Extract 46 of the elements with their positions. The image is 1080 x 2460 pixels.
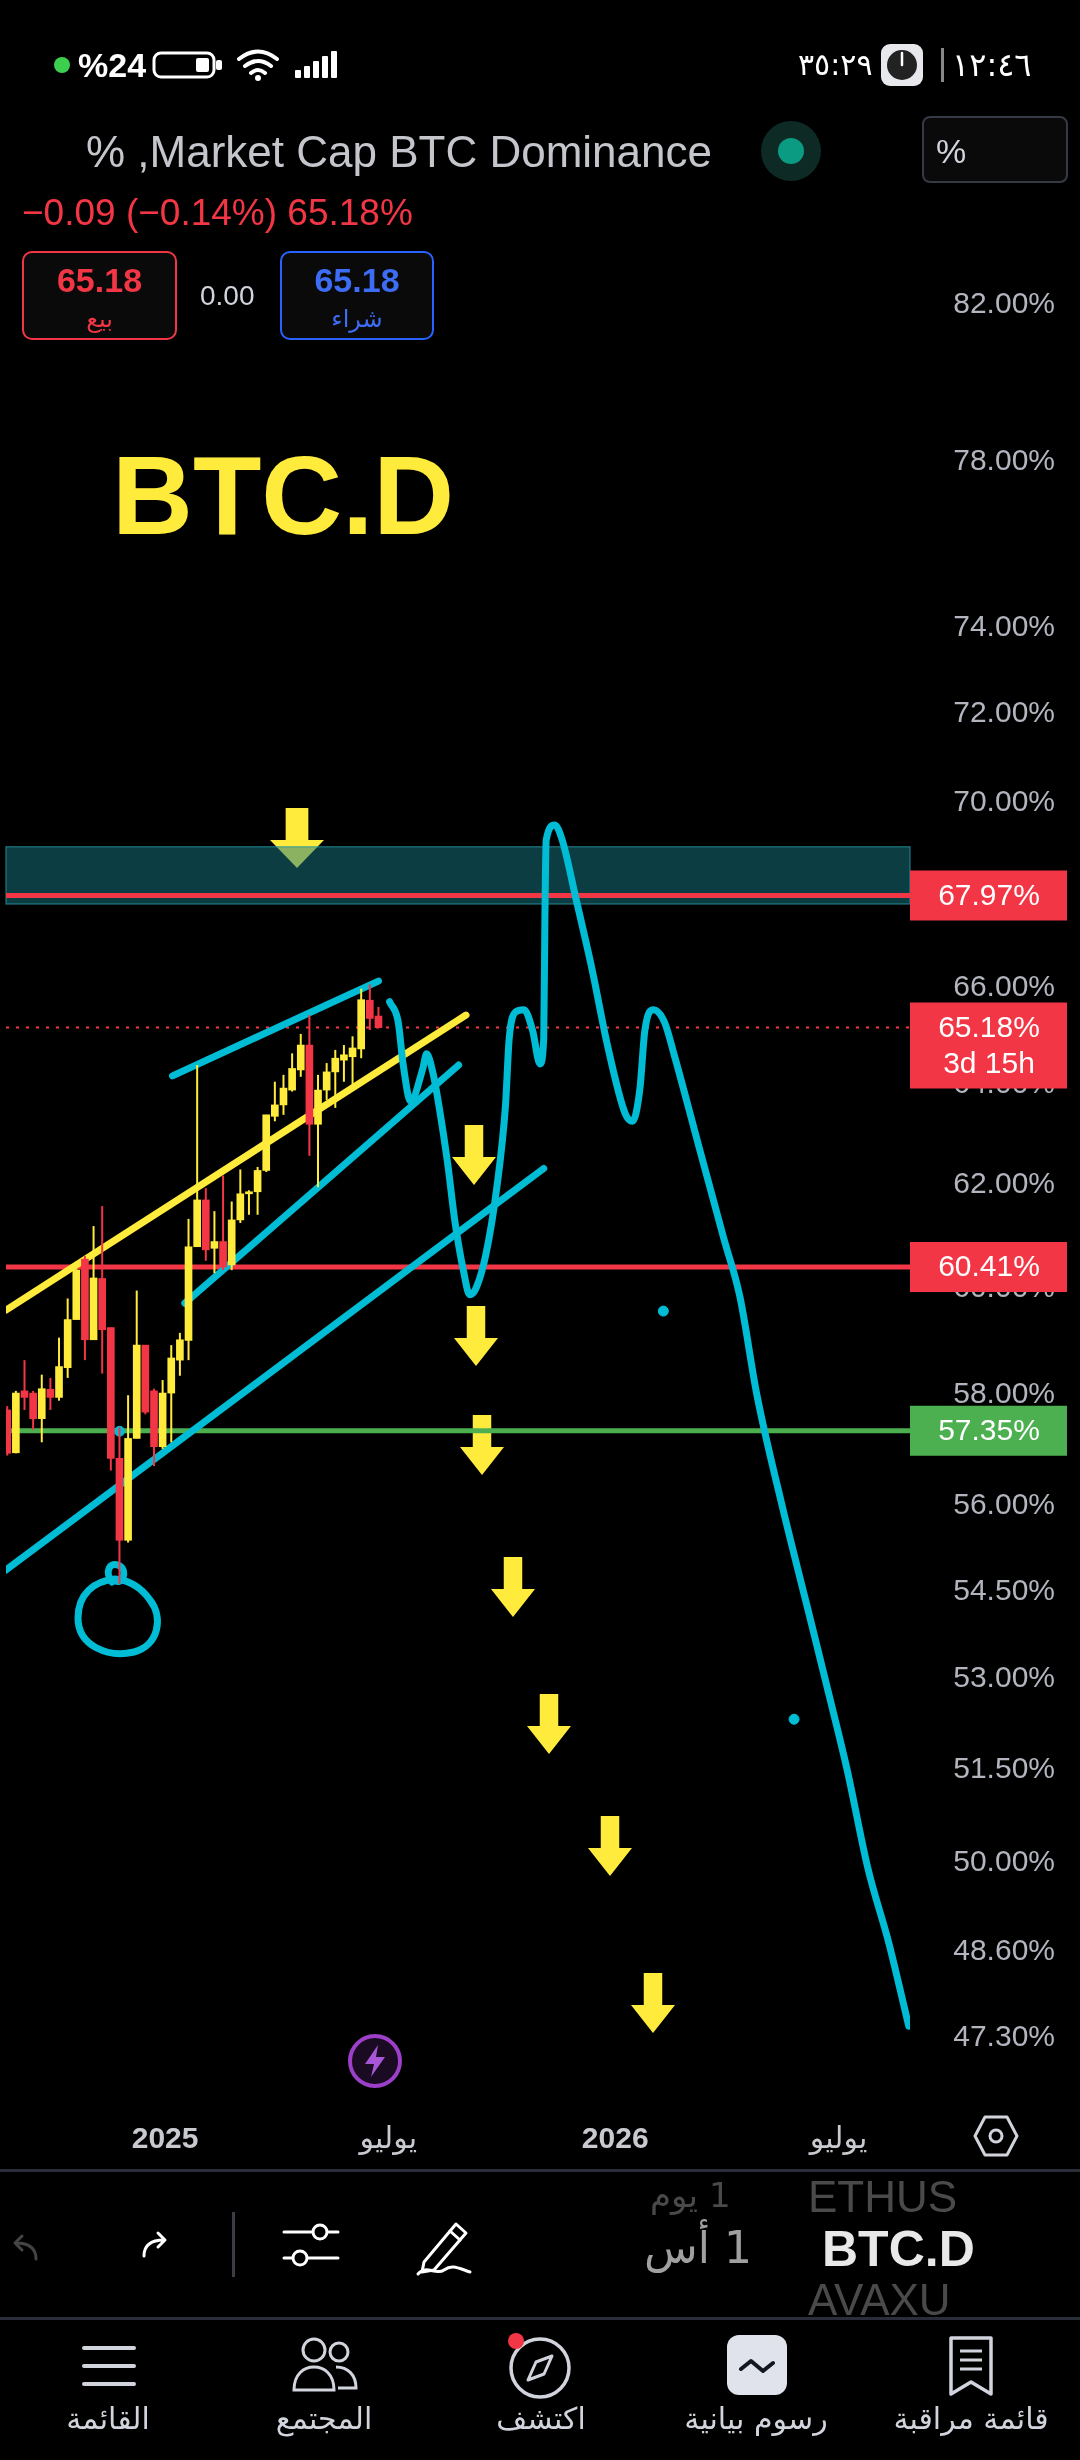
annotation: شراء (331, 305, 383, 333)
candlestick (210, 1210, 219, 1275)
text: ١٢:٤٦ (952, 46, 1032, 84)
y-tick-label: 54.50% (953, 1572, 1055, 1606)
text: المجتمع (275, 2401, 373, 2436)
text: 1 يوم (650, 2175, 731, 2215)
text: ٣٥:٢٩ (798, 47, 873, 82)
y-tick-label: 53.00% (953, 1660, 1055, 1694)
candlestick (46, 1376, 55, 1411)
y-tick-label: 56.00% (953, 1487, 1055, 1521)
text: AVAXU (808, 2275, 951, 2324)
y-tick-label: 51.50% (953, 1750, 1055, 1784)
y-tick-label: 48.60% (953, 1933, 1055, 1967)
y-tick-label: 74.00% (953, 609, 1055, 643)
y-tick-label: 50.00% (953, 1844, 1055, 1878)
y-tick-label: 82.00% (953, 285, 1055, 319)
chart-title: % ,Market Cap BTC Dominance (86, 127, 712, 176)
ref-line-label: 67.97% (938, 877, 1040, 911)
text: %24 (78, 46, 147, 84)
annotation: BTC.D (112, 433, 455, 558)
y-tick-label: 72.00% (953, 695, 1055, 729)
ref-line-label: 57.35% (938, 1413, 1040, 1446)
text: BTC.D (822, 2221, 975, 2277)
x-tick-label: 2025 (131, 2120, 199, 2154)
text: رسوم بيانية (684, 2401, 828, 2436)
text: اكتشف (496, 2401, 586, 2436)
y-tick-label: 66.00% (953, 969, 1055, 1003)
y-tick-label: 78.00% (953, 443, 1055, 477)
annotation: بيع (86, 305, 113, 333)
x-tick-label: 2026 (581, 2120, 649, 2154)
ref-line-label: 65.18% 3d 15h (938, 1009, 1040, 1079)
y-tick-label: 58.00% (953, 1376, 1055, 1410)
point (657, 1305, 669, 1317)
y-tick-label: 70.00% (953, 784, 1055, 818)
text: قائمة مراقبة (893, 2401, 1049, 2436)
x-tick-label: يوليو (357, 2120, 418, 2155)
y-tick-label: 62.00% (953, 1166, 1055, 1200)
text: القائمة (66, 2401, 150, 2436)
chart-subtitle: −0.09 (−0.14%) 65.18% (22, 192, 413, 233)
x-tick-label: يوليو (807, 2120, 868, 2155)
point (788, 1713, 800, 1725)
unit-field: % (922, 116, 1068, 183)
annotation: 0.00 (200, 280, 255, 311)
text: ETHUS (808, 2172, 958, 2221)
ref-line-label: 60.41% (938, 1249, 1040, 1283)
y-tick-label: 47.30% (953, 2018, 1055, 2052)
